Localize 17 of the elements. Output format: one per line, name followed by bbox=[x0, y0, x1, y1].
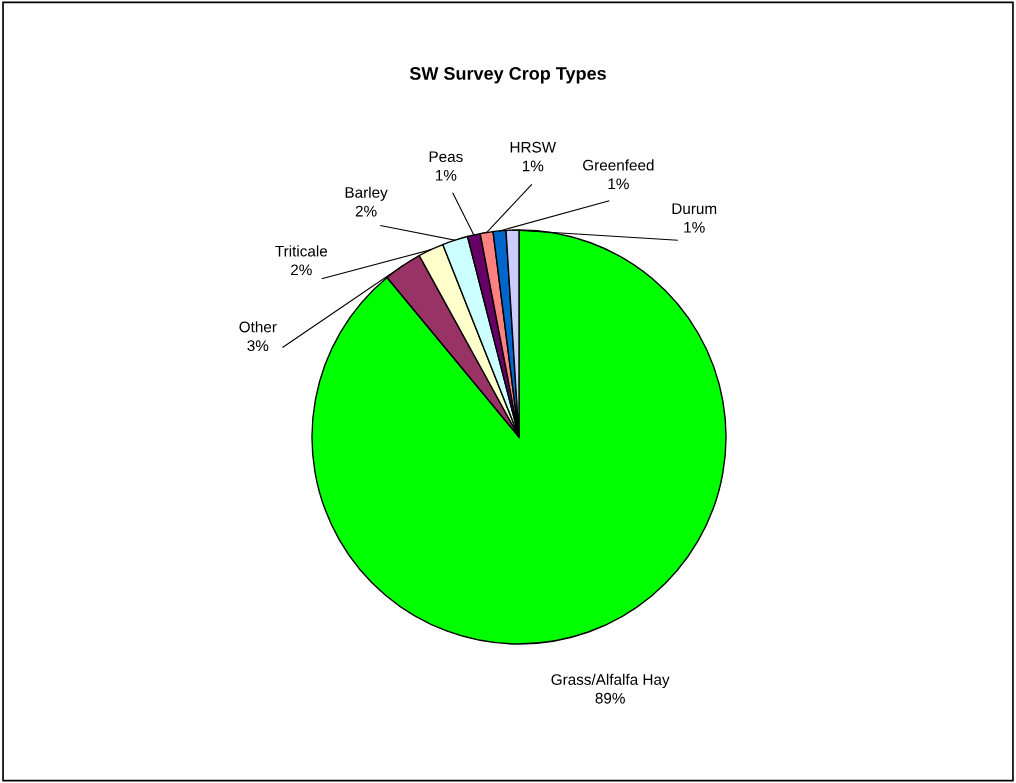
data-label: 3% bbox=[247, 340, 269, 352]
data-label: 2% bbox=[355, 205, 377, 217]
data-label: 1% bbox=[435, 169, 457, 181]
data-label: 1% bbox=[608, 178, 629, 190]
data-label: 2% bbox=[291, 264, 312, 276]
chart-title: SW Survey Crop Types bbox=[409, 67, 606, 84]
slice-label: Peas bbox=[429, 151, 463, 163]
slice-label: Durum bbox=[672, 203, 717, 215]
slice-label: HRSW bbox=[510, 141, 557, 153]
data-label: 1% bbox=[522, 160, 544, 172]
slice-label: Other bbox=[239, 321, 277, 333]
data-label: 1% bbox=[684, 221, 705, 233]
slice-label: Grass/Alfalfa Hay bbox=[551, 673, 670, 688]
slice-label: Barley bbox=[345, 186, 388, 201]
slice-label: Triticale bbox=[275, 245, 328, 257]
data-label: 89% bbox=[595, 692, 625, 704]
slice-label: Greenfeed bbox=[583, 159, 654, 171]
